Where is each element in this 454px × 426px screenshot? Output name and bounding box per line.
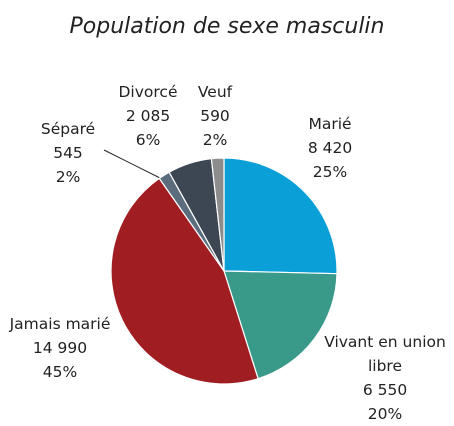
label-percent: 45% [42, 363, 78, 381]
chart-title: Population de sexe masculin [69, 14, 385, 39]
slice-label: Divorcé 2 085 6% [108, 80, 188, 152]
pie-slice [210, 157, 225, 272]
label-name: Marié [308, 115, 352, 133]
label-percent: 20% [367, 405, 403, 423]
label-percent: 6% [135, 131, 161, 149]
label-name: Veuf [197, 83, 233, 101]
leader-line [103, 149, 167, 182]
label-value: 590 [200, 107, 230, 125]
label-value: 8 420 [307, 139, 353, 157]
label-name: Jamais marié [9, 315, 111, 333]
label-value: 2 085 [125, 107, 171, 125]
label-name: Séparé [40, 120, 96, 138]
label-name: Vivant en union libre [324, 333, 446, 375]
label-value: 14 990 [32, 339, 88, 357]
label-percent: 2% [202, 131, 228, 149]
slice-label: Jamais marié 14 990 45% [0, 312, 120, 384]
label-percent: 2% [55, 168, 81, 186]
slice-label: Séparé 545 2% [28, 117, 108, 189]
pie-slice [223, 157, 338, 275]
slice-label: Vivant en union libre 6 550 20% [320, 330, 450, 426]
label-name: Divorcé [118, 83, 178, 101]
label-value: 545 [53, 144, 83, 162]
pie-slice [223, 270, 338, 380]
slice-label: Veuf 590 2% [185, 80, 245, 152]
slice-label: Marié 8 420 25% [270, 112, 390, 184]
label-percent: 25% [312, 163, 348, 181]
label-value: 6 550 [362, 381, 408, 399]
pie-slice [110, 177, 259, 385]
